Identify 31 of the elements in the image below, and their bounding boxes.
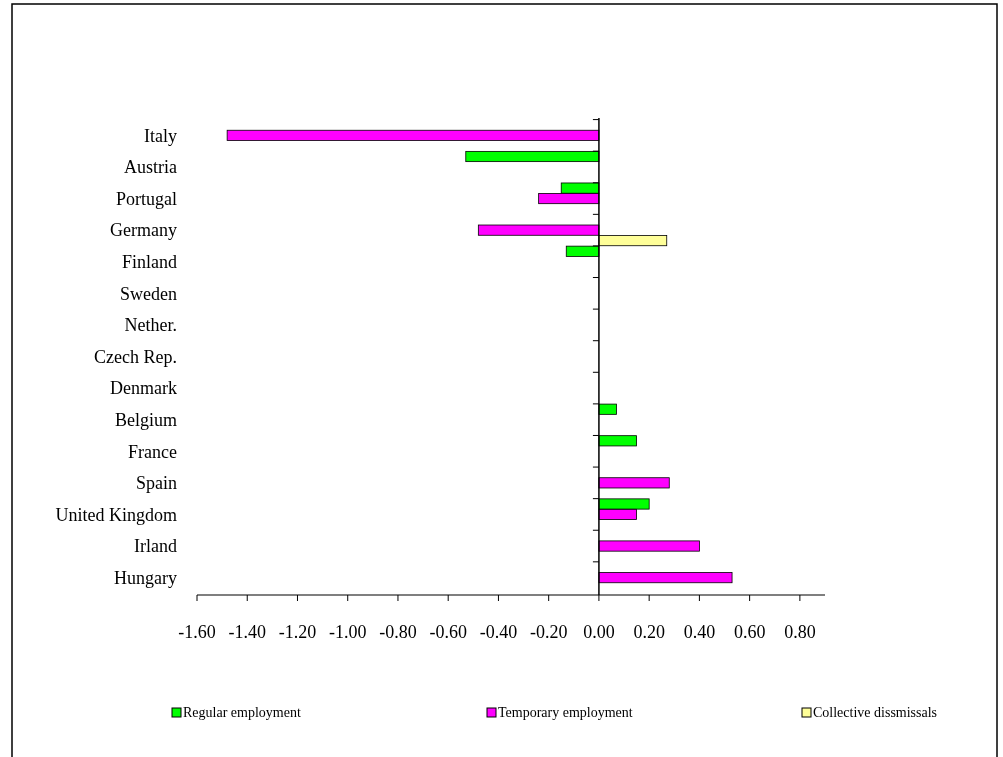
y-tick-label: Sweden (120, 283, 177, 304)
x-tick-label: -0.80 (379, 622, 417, 642)
x-tick-label: 0.40 (683, 622, 716, 642)
y-tick-label: France (128, 441, 177, 462)
y-tick-label: Germany (110, 220, 177, 241)
y-tick-label: Belgium (115, 409, 177, 430)
legend-label: Collective dissmissals (813, 705, 938, 720)
legend-label: Regular employment (183, 705, 301, 720)
y-tick-label: Irland (134, 536, 177, 557)
x-tick-label: -1.20 (278, 622, 317, 642)
x-tick-label: 0.60 (733, 622, 766, 642)
y-tick-label: Nether. (124, 315, 177, 336)
y-tick-label: Spain (135, 473, 177, 494)
x-tick-label: -1.00 (328, 622, 367, 642)
x-tick-label: -0.40 (479, 622, 518, 642)
x-tick-label: 0.20 (633, 622, 665, 642)
y-tick-label: Czech Rep. (94, 346, 177, 367)
x-tick-label: 0.80 (784, 622, 816, 642)
x-tick-label: -1.40 (228, 622, 266, 642)
y-tick-label: United Kingdom (55, 504, 177, 525)
x-tick-label: 0.00 (583, 622, 615, 642)
y-tick-label: Hungary (114, 567, 177, 588)
x-tick-label: -0.60 (429, 622, 467, 642)
y-tick-label: Italy (144, 125, 177, 146)
x-tick-label: -1.60 (178, 622, 216, 642)
legend-label: Temporary employment (498, 705, 633, 720)
y-tick-label: Finland (121, 252, 177, 273)
x-tick-label: -0.20 (529, 622, 568, 642)
y-tick-label: Portugal (116, 188, 177, 209)
y-tick-label: Denmark (110, 378, 177, 399)
y-tick-label: Austria (124, 157, 177, 178)
